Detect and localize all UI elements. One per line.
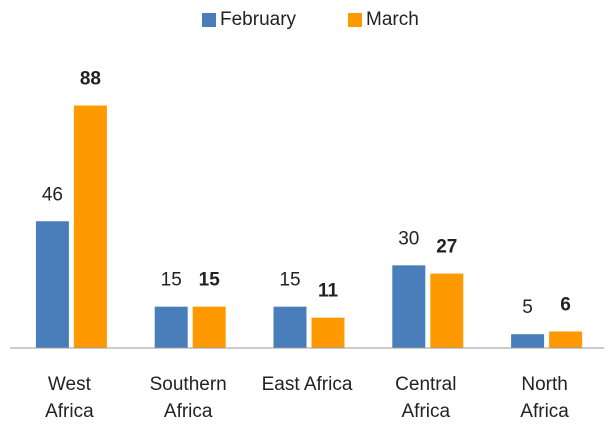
data-label: 88 <box>80 69 101 90</box>
data-label: 15 <box>161 270 182 291</box>
x-tick-label: West Africa <box>45 374 94 422</box>
x-tick-line: Africa <box>45 401 94 422</box>
bar <box>392 265 426 348</box>
x-tick-label: Central Africa <box>395 374 456 422</box>
x-tick-line: North <box>521 374 567 395</box>
legend-swatch <box>348 13 362 27</box>
bar <box>273 306 307 348</box>
bar <box>430 273 464 348</box>
legend-label: February <box>220 9 297 30</box>
x-tick-line: Southern <box>150 374 227 395</box>
data-label: 15 <box>199 270 221 291</box>
x-tick-line: East Africa <box>262 374 353 395</box>
bar <box>311 317 345 348</box>
x-tick-line: Africa <box>164 401 213 422</box>
x-tick-line: West <box>48 374 92 395</box>
bar <box>549 331 583 348</box>
x-tick-label: Southern Africa <box>150 374 227 422</box>
bar <box>35 221 69 348</box>
x-tick-line: Africa <box>520 401 569 422</box>
data-label: 46 <box>42 184 63 205</box>
data-label: 11 <box>318 281 339 302</box>
x-tick-line: Central <box>395 374 456 395</box>
bar <box>154 306 188 348</box>
data-label: 27 <box>436 237 457 258</box>
legend-label: March <box>366 9 419 30</box>
bar <box>73 105 107 348</box>
bar <box>192 306 226 348</box>
legend-swatch <box>202 13 216 27</box>
data-label: 30 <box>398 228 419 249</box>
x-tick-label: East Africa <box>262 374 353 395</box>
data-label: 15 <box>279 270 300 291</box>
bar <box>511 334 545 348</box>
x-tick-line: Africa <box>402 401 451 422</box>
x-tick-label: North Africa <box>520 374 569 422</box>
data-label: 5 <box>522 297 533 318</box>
data-label: 6 <box>560 294 571 315</box>
